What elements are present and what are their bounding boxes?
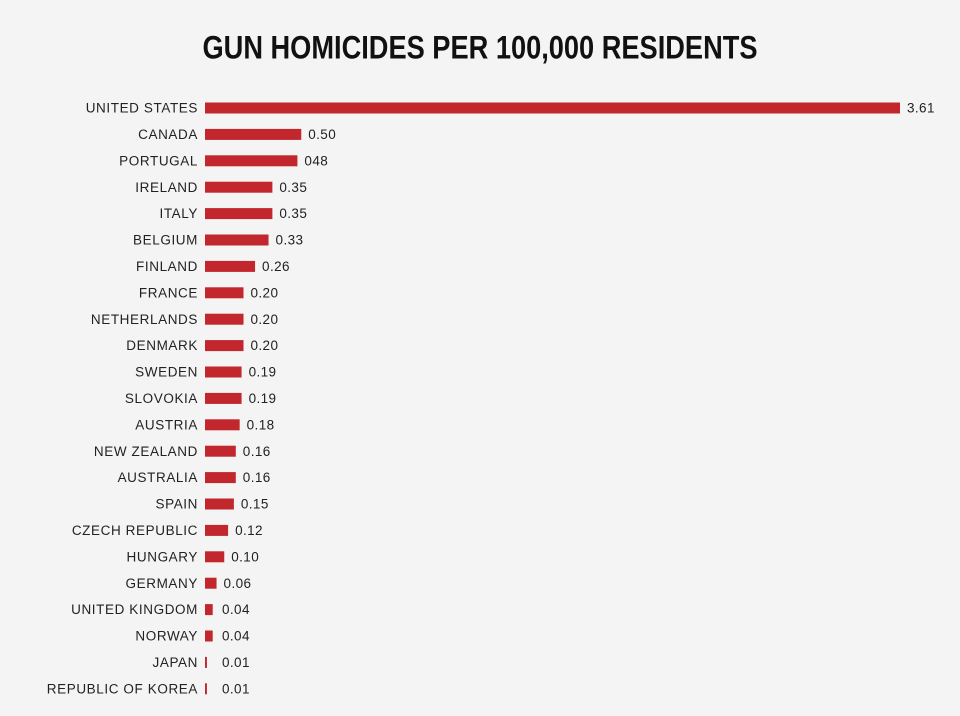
value-label: 0.15 (241, 497, 269, 512)
bar (205, 260, 256, 272)
category-label: SLOVOKIA (125, 391, 198, 406)
value-label: 0.19 (249, 391, 277, 406)
bar (205, 472, 236, 484)
bar (205, 419, 240, 431)
bar (205, 181, 273, 193)
category-label: JAPAN (152, 655, 198, 670)
bar (205, 445, 236, 457)
category-label: SPAIN (155, 497, 198, 512)
bar (205, 366, 242, 378)
value-label: 0.26 (262, 259, 290, 274)
chart-title: GUN HOMICIDES PER 100,000 RESIDENTS (203, 29, 758, 65)
value-label: 0.04 (222, 602, 250, 617)
category-label: HUNGARY (127, 549, 198, 564)
bar (205, 340, 244, 352)
bar (205, 234, 269, 246)
category-label: PORTUGAL (119, 153, 198, 168)
value-label: 048 (304, 153, 328, 168)
bar (205, 208, 273, 220)
bar (205, 392, 242, 404)
category-label: UNITED KINGDOM (71, 602, 198, 617)
category-label: IRELAND (135, 180, 198, 195)
bar (205, 313, 244, 325)
value-label: 0.18 (247, 417, 275, 432)
category-label: CANADA (138, 127, 198, 142)
value-label: 0.20 (251, 285, 279, 300)
value-label: 0.01 (222, 655, 250, 670)
value-label: 0.06 (224, 576, 252, 591)
bar (205, 155, 298, 167)
category-label: NEW ZEALAND (94, 444, 198, 459)
category-label: NETHERLANDS (91, 312, 198, 327)
value-label: 0.33 (276, 233, 304, 248)
value-label: 0.16 (243, 470, 271, 485)
value-label: 0.12 (235, 523, 263, 538)
category-label: GERMANY (126, 576, 198, 591)
value-label: 0.20 (251, 312, 279, 327)
bar (205, 128, 302, 140)
value-label: 3.61 (907, 101, 935, 116)
value-label: 0.19 (249, 365, 277, 380)
category-label: AUSTRIA (135, 417, 198, 432)
bar (205, 630, 213, 642)
value-label: 0.20 (251, 338, 279, 353)
category-label: AUSTRALIA (118, 470, 198, 485)
value-label: 0.35 (279, 180, 307, 195)
bar (205, 683, 207, 695)
category-label: CZECH REPUBLIC (72, 523, 198, 538)
category-label: DENMARK (126, 338, 198, 353)
value-label: 0.35 (279, 206, 307, 221)
category-label: SWEDEN (135, 365, 198, 380)
category-label: REPUBLIC OF KOREA (47, 681, 198, 696)
value-label: 0.10 (231, 549, 259, 564)
bar (205, 604, 213, 616)
bar (205, 287, 244, 299)
value-label: 0.50 (308, 127, 336, 142)
value-label: 0.04 (222, 629, 250, 644)
value-label: 0.01 (222, 681, 250, 696)
bar (205, 524, 229, 536)
bar (205, 498, 234, 510)
category-label: FINLAND (136, 259, 198, 274)
category-label: BELGIUM (133, 233, 198, 248)
category-label: ITALY (159, 206, 198, 221)
category-label: NORWAY (135, 629, 198, 644)
category-label: FRANCE (139, 285, 198, 300)
bar (205, 551, 225, 563)
bar (205, 577, 217, 589)
value-label: 0.16 (243, 444, 271, 459)
bar (205, 102, 900, 114)
bar (205, 656, 207, 668)
category-label: UNITED STATES (86, 101, 198, 116)
